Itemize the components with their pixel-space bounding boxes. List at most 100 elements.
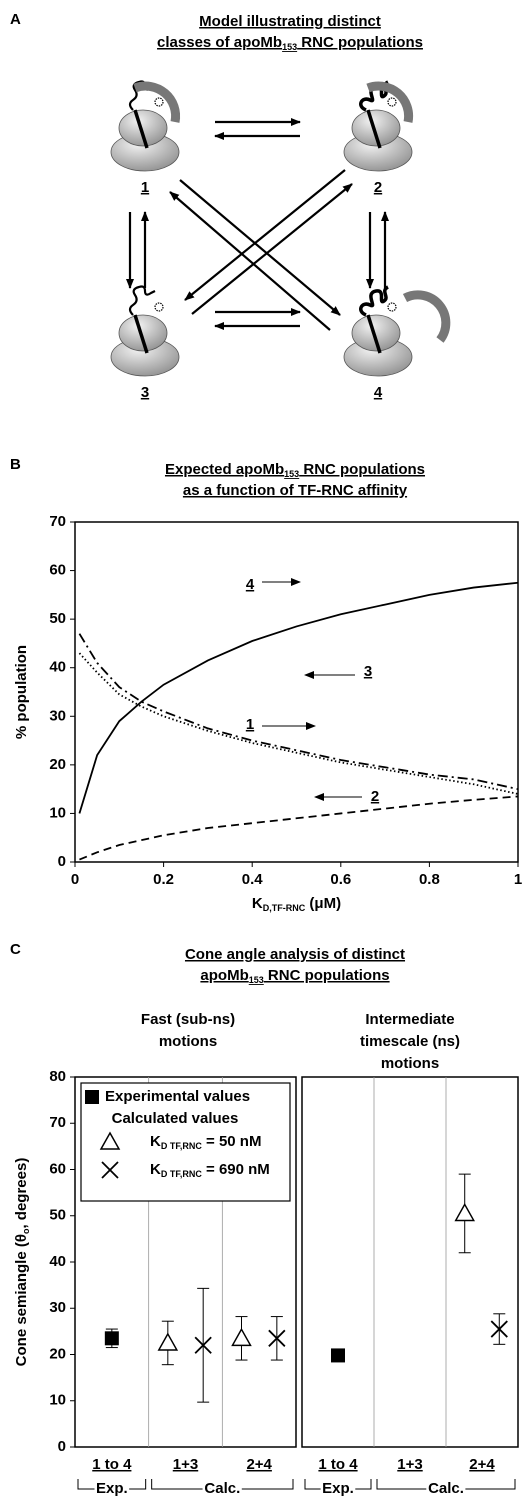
text-part: (μM)	[305, 895, 341, 912]
marker-stroke	[194, 1336, 212, 1354]
y-tick-label: 0	[58, 853, 66, 870]
text-part: Experimental values	[105, 1088, 250, 1105]
legend-label: KD TF,RNC = 690 nM	[150, 1161, 270, 1179]
x-tick-label: 2+4	[469, 1456, 495, 1473]
curve	[79, 795, 519, 861]
text-part: 153	[284, 469, 299, 479]
group-bracket	[376, 1479, 516, 1490]
group-label: Exp.	[96, 1480, 128, 1497]
chart-title: Expected apoMb153 RNC populations	[165, 461, 425, 479]
legend-label: KD TF,RNC = 50 nM	[150, 1133, 261, 1151]
node-label: 4	[374, 384, 383, 401]
ribosome	[109, 313, 181, 378]
text-part: Model illustrating distinct	[199, 13, 381, 30]
subtitle: Fast (sub-ns)	[141, 1011, 235, 1028]
curve-label: 4	[246, 576, 255, 593]
panel-label: B	[10, 456, 21, 473]
group-bracket	[304, 1479, 372, 1490]
node-label: 1	[141, 179, 149, 196]
marker	[231, 1327, 252, 1347]
y-tick-label: 10	[49, 1392, 66, 1409]
chart-title: Model illustrating distinct	[199, 13, 381, 30]
panel-label: A	[10, 11, 21, 28]
chart-title: apoMb153 RNC populations	[200, 967, 389, 985]
legend-heading: Calculated values	[112, 1110, 239, 1127]
ribosome	[109, 108, 181, 173]
curve	[78, 581, 519, 814]
marker	[194, 1336, 212, 1354]
x-axis-label: KD,TF-RNC (μM)	[252, 895, 341, 913]
y-tick-label: 70	[49, 1114, 66, 1131]
text-part: o	[21, 1228, 31, 1234]
y-tick-label: 50	[49, 1207, 66, 1224]
text-part: = 690 nM	[202, 1161, 270, 1178]
x-tick-label: 1 to 4	[92, 1456, 132, 1473]
x-tick-label: 0.6	[330, 871, 351, 888]
group-label: Calc.	[204, 1480, 240, 1497]
group-label: Exp.	[322, 1480, 354, 1497]
marker	[104, 1331, 119, 1346]
subtitle: motions	[159, 1033, 217, 1050]
x-tick-label: 0.2	[153, 871, 174, 888]
group-bracket	[77, 1479, 147, 1490]
subtitle: Intermediate	[365, 1011, 454, 1028]
curve-label: 1	[246, 716, 254, 733]
text-part: K	[150, 1161, 161, 1178]
x-tick-label: 1+3	[173, 1456, 198, 1473]
curve	[78, 652, 519, 795]
text-part: D TF,RNC	[161, 1169, 202, 1179]
x-tick-label: 2+4	[246, 1456, 272, 1473]
chart-title: classes of apoMb153 RNC populations	[157, 34, 423, 52]
chart-title: as a function of TF-RNC affinity	[183, 482, 408, 499]
y-tick-label: 80	[49, 1068, 66, 1085]
text-part: K	[252, 895, 263, 912]
chart-title: Cone angle analysis of distinct	[185, 946, 405, 963]
heme-site	[154, 97, 164, 107]
group-bracket	[151, 1479, 294, 1490]
text-part: RNC populations	[264, 967, 390, 984]
diagram: A 1 2 3 4	[10, 11, 451, 401]
marker-stroke	[268, 1329, 286, 1347]
text-part: D TF,RNC	[161, 1141, 202, 1151]
marker-stroke	[101, 1161, 119, 1179]
plot-frame	[74, 521, 519, 863]
y-tick-label: 10	[49, 804, 66, 821]
heme-site	[387, 302, 397, 312]
x-tick-label: 1 to 4	[318, 1456, 358, 1473]
text-part: , degrees)	[13, 1158, 30, 1229]
subtitle: motions	[381, 1055, 439, 1072]
y-tick-label: 0	[58, 1438, 66, 1455]
curve-label: 2	[371, 788, 379, 805]
y-tick-label: 30	[49, 707, 66, 724]
y-axis-label: Cone semiangle (θo, degrees)	[13, 1158, 31, 1367]
y-tick-label: 70	[49, 513, 66, 530]
y-tick-label: 20	[49, 756, 66, 773]
node-label: 3	[141, 384, 149, 401]
marker	[331, 1348, 345, 1363]
y-tick-label: 50	[49, 610, 66, 627]
text-part: K	[150, 1133, 161, 1150]
y-tick-label: 60	[49, 562, 66, 579]
text-part: as a function of TF-RNC affinity	[183, 482, 408, 499]
marker	[85, 1090, 99, 1104]
group-label: Calc.	[428, 1480, 464, 1497]
x-tick-label: 1+3	[397, 1456, 422, 1473]
text-part: apoMb	[200, 967, 248, 984]
text-part: D,TF-RNC	[263, 903, 306, 913]
subtitle: timescale (ns)	[360, 1033, 460, 1050]
y-tick-label: 20	[49, 1345, 66, 1362]
marker	[99, 1131, 121, 1150]
arrows	[126, 118, 389, 331]
y-axis-label: % population	[13, 645, 30, 739]
curve	[78, 633, 519, 791]
text-part: Cone semiangle (θ	[13, 1234, 30, 1366]
y-tick-label: 30	[49, 1299, 66, 1316]
plot-frame	[301, 1076, 519, 1448]
legend-label: Experimental values	[105, 1088, 250, 1105]
marker-stroke	[490, 1320, 508, 1338]
marker	[454, 1202, 476, 1222]
curve-label: 3	[364, 663, 372, 680]
text-part: classes of apoMb	[157, 34, 282, 51]
